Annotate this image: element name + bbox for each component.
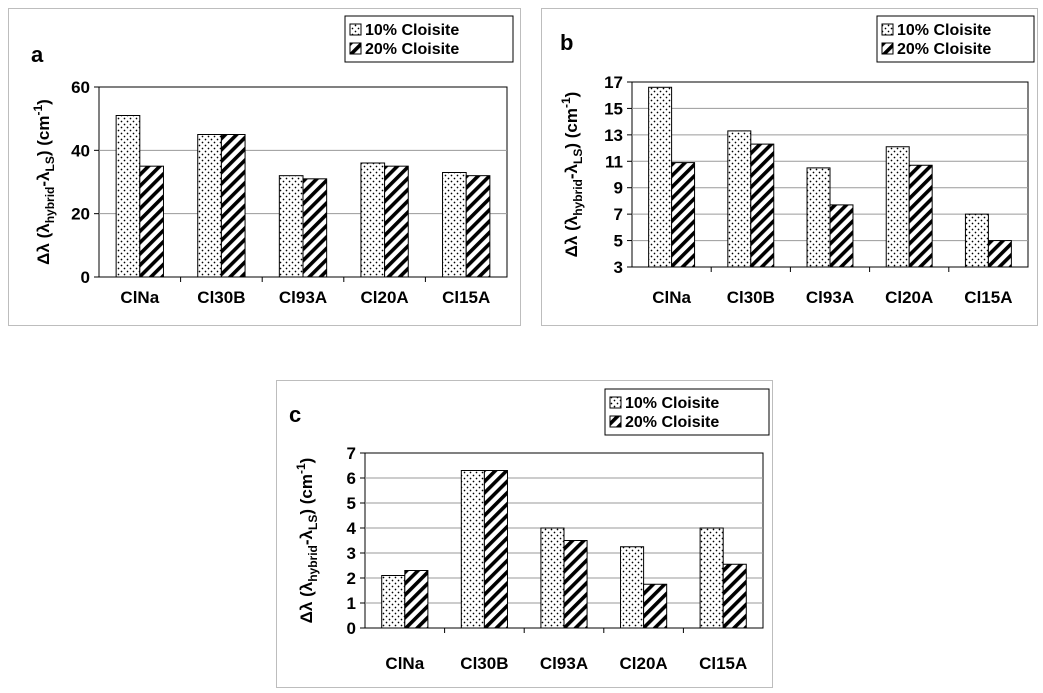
x-tick-label: Cl20A [620,654,668,673]
y-tick-label: 6 [347,469,356,488]
y-tick-label: 7 [347,444,356,463]
panel-letter: b [560,30,573,55]
x-tick-label: Cl30B [727,288,775,307]
legend-label: 20% Cloisite [625,414,719,431]
bar-10pct-cl20a [886,147,909,267]
bar-10pct-cl93a [279,176,303,277]
x-tick-label: Cl20A [361,288,409,307]
x-tick-label: ClNa [385,654,424,673]
y-tick-label: 15 [604,99,623,118]
legend-label: 10% Cloisite [897,22,991,39]
bar-20pct-cl20a [644,584,667,628]
y-tick-label: 5 [347,494,356,513]
bar-10pct-clna [382,576,405,629]
bar-20pct-cl20a [385,166,409,277]
x-tick-label: Cl30B [197,288,245,307]
y-tick-label: 60 [71,78,90,97]
legend-label: 10% Cloisite [365,22,459,39]
y-axis-label: Δλ (λhybrid-λLS) (cm-1) [294,458,320,624]
y-tick-label: 0 [81,268,90,287]
bar-20pct-cl30b [221,135,245,278]
legend-swatch-10pct [882,24,893,35]
x-tick-label: Cl93A [279,288,327,307]
y-tick-label: 3 [614,258,623,277]
bar-10pct-clna [649,87,672,267]
bar-20pct-cl30b [484,471,507,629]
bar-20pct-clna [140,166,164,277]
bar-10pct-cl15a [965,214,988,267]
y-tick-label: 13 [604,126,623,145]
y-tick-label: 5 [614,232,623,251]
chart-svg-a: 0 20 40 60 ClNa Cl30B Cl93A Cl20A Cl15A a 10% Cloi… [9,9,522,327]
bar-10pct-cl20a [361,163,385,277]
x-tick-label: Cl15A [699,654,747,673]
bar-10pct-cl30b [461,471,484,629]
legend-swatch-20pct [882,43,893,54]
bar-20pct-cl93a [830,205,853,267]
y-tick-label: 3 [347,544,356,563]
legend: 10% Cloisite 20% Cloisite [877,16,1034,62]
legend-label: 10% Cloisite [625,395,719,412]
x-tick-label: Cl15A [442,288,490,307]
panel-letter: c [289,402,301,427]
bar-10pct-cl30b [198,135,222,278]
y-tick-label: 9 [614,179,623,198]
legend-swatch-20pct [610,416,621,427]
chart-panel-a: 0 20 40 60 ClNa Cl30B Cl93A Cl20A Cl15A a 10% Cloi… [8,8,521,326]
bar-10pct-cl30b [728,131,751,267]
legend-swatch-10pct [610,397,621,408]
y-tick-label: 0 [347,619,356,638]
legend-label: 20% Cloisite [897,41,991,58]
x-tick-label: Cl20A [885,288,933,307]
y-axis-label: Δλ (λhybrid-λLS) (cm-1) [31,99,57,265]
y-axis-label: Δλ (λhybrid-λLS) (cm-1) [559,92,585,258]
x-tick-label: Cl30B [460,654,508,673]
bar-20pct-cl15a [723,564,746,628]
bar-10pct-cl93a [807,168,830,267]
y-tick-label: 4 [347,519,357,538]
x-tick-label: Cl93A [540,654,588,673]
x-tick-label: ClNa [120,288,159,307]
chart-panel-b: 3 5 7 9 11 13 15 17 ClNa Cl30B Cl93A Cl20A Cl15A b 10%… [541,8,1038,326]
x-tick-label: Cl15A [964,288,1012,307]
bar-20pct-cl93a [564,541,587,629]
bar-20pct-cl15a [466,176,490,277]
bar-10pct-clna [116,116,140,278]
x-tick-label: ClNa [652,288,691,307]
legend-swatch-10pct [350,24,361,35]
y-tick-label: 7 [614,205,623,224]
bar-20pct-cl93a [303,179,327,277]
y-tick-label: 20 [71,205,90,224]
bar-20pct-clna [405,571,428,629]
legend: 10% Cloisite 20% Cloisite [605,389,769,435]
chart-svg-b: 3 5 7 9 11 13 15 17 ClNa Cl30B Cl93A Cl20A Cl15A b 10%… [542,9,1039,327]
bar-10pct-cl15a [700,528,723,628]
bar-20pct-cl15a [988,241,1011,267]
bar-20pct-cl30b [751,144,774,267]
bar-10pct-cl20a [621,547,644,628]
bar-10pct-cl15a [443,173,467,278]
legend-swatch-20pct [350,43,361,54]
bar-20pct-clna [672,163,695,267]
y-tick-label: 17 [604,73,623,92]
chart-panel-c: 0 1 2 3 4 5 6 7 ClNa Cl30B Cl93A Cl20A Cl15A c 10% Clo… [276,380,773,688]
chart-svg-c: 0 1 2 3 4 5 6 7 ClNa Cl30B Cl93A Cl20A Cl15A c 10% Clo… [277,381,774,689]
y-tick-label: 11 [605,152,623,171]
x-tick-label: Cl93A [806,288,854,307]
bar-20pct-cl20a [909,165,932,267]
legend: 10% Cloisite 20% Cloisite [345,16,513,62]
y-tick-label: 1 [347,594,356,613]
y-tick-label: 2 [347,569,356,588]
legend-label: 20% Cloisite [365,41,459,58]
y-tick-label: 40 [71,141,90,160]
panel-letter: a [31,42,44,67]
bar-10pct-cl93a [541,528,564,628]
